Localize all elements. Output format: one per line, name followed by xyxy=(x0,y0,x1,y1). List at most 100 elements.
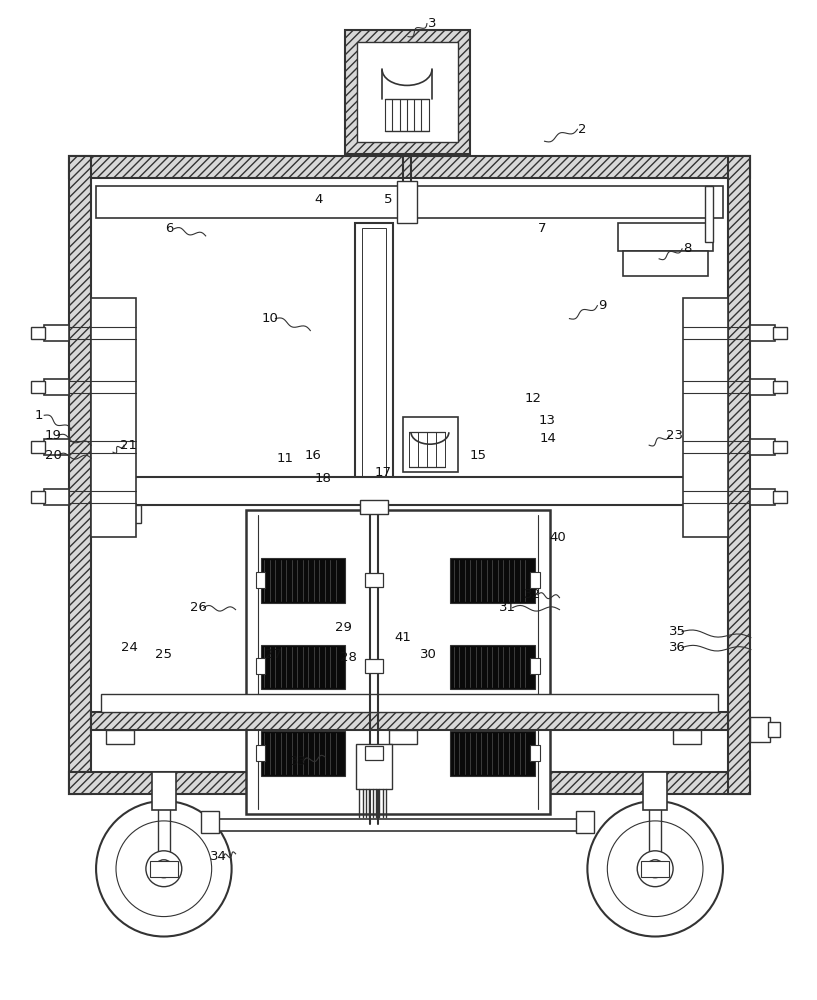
Bar xyxy=(365,573,383,587)
Text: 1: 1 xyxy=(35,409,43,422)
Text: 30: 30 xyxy=(419,648,436,661)
Bar xyxy=(44,489,69,505)
Bar xyxy=(773,327,787,339)
Bar xyxy=(683,298,728,537)
Bar xyxy=(403,417,458,472)
Text: 11: 11 xyxy=(277,452,294,465)
Bar xyxy=(529,572,539,588)
Text: 13: 13 xyxy=(539,414,556,427)
Bar xyxy=(577,811,594,833)
Bar xyxy=(101,505,141,523)
Text: 2: 2 xyxy=(578,123,587,136)
Text: 41: 41 xyxy=(395,631,412,644)
Text: 17: 17 xyxy=(374,466,391,479)
Bar xyxy=(261,731,346,776)
Circle shape xyxy=(646,860,664,878)
Circle shape xyxy=(146,851,181,887)
Text: 15: 15 xyxy=(469,449,486,462)
Bar xyxy=(44,325,69,341)
Bar xyxy=(529,658,539,674)
Text: 34: 34 xyxy=(210,850,227,863)
Bar xyxy=(91,178,728,772)
Bar xyxy=(31,441,45,453)
Text: 9: 9 xyxy=(598,299,606,312)
Bar xyxy=(641,861,669,877)
Bar xyxy=(44,439,69,455)
Bar xyxy=(96,477,723,505)
Bar xyxy=(44,379,69,395)
Text: 40: 40 xyxy=(549,531,566,544)
Bar xyxy=(773,491,787,503)
Bar xyxy=(201,811,219,833)
Text: 32: 32 xyxy=(524,588,541,601)
Bar xyxy=(360,500,388,514)
Bar xyxy=(750,325,775,341)
Text: 4: 4 xyxy=(314,193,323,206)
Text: 8: 8 xyxy=(683,242,691,255)
Bar xyxy=(643,772,667,810)
Bar xyxy=(365,746,383,760)
Text: 12: 12 xyxy=(524,392,541,405)
Bar xyxy=(773,381,787,393)
Bar xyxy=(31,327,45,339)
Bar xyxy=(618,223,713,251)
Bar xyxy=(750,379,775,395)
Text: 14: 14 xyxy=(539,432,556,445)
Bar xyxy=(728,156,750,794)
Bar xyxy=(623,251,708,276)
Text: 3: 3 xyxy=(427,17,436,30)
Bar xyxy=(256,658,266,674)
Text: 31: 31 xyxy=(499,601,516,614)
Bar xyxy=(356,744,392,789)
Text: 35: 35 xyxy=(668,625,685,638)
Circle shape xyxy=(96,801,231,937)
Text: 29: 29 xyxy=(335,621,351,634)
Bar xyxy=(450,558,534,603)
Text: 18: 18 xyxy=(315,472,332,485)
Bar xyxy=(397,181,417,223)
Circle shape xyxy=(607,821,703,917)
Bar xyxy=(673,730,701,744)
Bar xyxy=(750,717,770,742)
Bar xyxy=(256,745,266,761)
Text: 20: 20 xyxy=(45,449,61,462)
Bar xyxy=(69,156,91,794)
Text: 10: 10 xyxy=(262,312,279,325)
Text: 36: 36 xyxy=(668,641,685,654)
Text: 26: 26 xyxy=(190,601,208,614)
Bar xyxy=(256,572,266,588)
Text: 24: 24 xyxy=(121,641,137,654)
Bar xyxy=(261,558,346,603)
Bar xyxy=(705,186,713,242)
Text: 19: 19 xyxy=(45,429,61,442)
Bar xyxy=(750,489,775,505)
Text: 27: 27 xyxy=(265,648,282,661)
Bar xyxy=(69,156,750,178)
Bar xyxy=(357,42,458,142)
Circle shape xyxy=(116,821,212,917)
Circle shape xyxy=(637,851,673,887)
Bar xyxy=(106,730,134,744)
Bar xyxy=(355,223,393,487)
Circle shape xyxy=(587,801,723,937)
Bar xyxy=(389,730,417,744)
Bar xyxy=(150,861,178,877)
Text: 23: 23 xyxy=(666,429,682,442)
Bar xyxy=(750,439,775,455)
Text: 7: 7 xyxy=(538,222,547,235)
Bar xyxy=(450,731,534,776)
Circle shape xyxy=(155,860,173,878)
Text: 28: 28 xyxy=(340,651,357,664)
Bar xyxy=(69,772,750,794)
Bar xyxy=(362,228,386,482)
Bar xyxy=(365,659,383,673)
Text: 33: 33 xyxy=(290,755,307,768)
Bar xyxy=(152,772,176,810)
Text: 25: 25 xyxy=(155,648,172,661)
Bar xyxy=(101,694,718,712)
Bar xyxy=(91,712,728,730)
Text: 5: 5 xyxy=(384,193,392,206)
Bar xyxy=(246,510,550,814)
Text: 16: 16 xyxy=(305,449,322,462)
Bar xyxy=(450,645,534,689)
